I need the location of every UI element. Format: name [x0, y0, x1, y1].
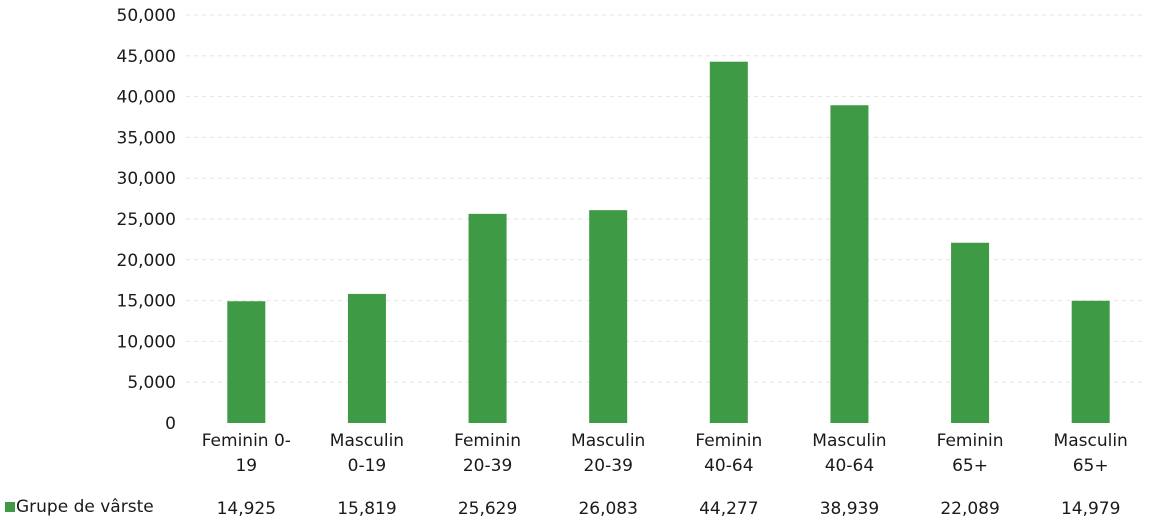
bar: [347, 293, 386, 423]
data-table-value: 22,089: [940, 499, 999, 519]
x-tick-label: 20-39: [583, 456, 632, 476]
gridlines: [186, 14, 1146, 383]
bar: [709, 61, 748, 424]
y-tick-label: 25,000: [117, 210, 176, 230]
x-tick-label: 65+: [1073, 456, 1109, 476]
y-axis-ticks: 0 5,000 10,000 15,000 20,000 25,000 30,000 35,0…: [117, 6, 176, 434]
x-tick-label: 20-39: [463, 456, 512, 476]
x-tick-label: Feminin: [454, 431, 521, 451]
bar: [951, 242, 990, 423]
bar: [830, 105, 869, 424]
legend-swatch: [5, 502, 15, 512]
x-tick-label: Masculin: [1054, 431, 1128, 451]
x-tick-label: Masculin: [571, 431, 645, 451]
legend-label: Grupe de vârste: [16, 497, 154, 517]
data-table-value: 44,277: [699, 499, 758, 519]
data-table-value: 14,979: [1061, 499, 1120, 519]
data-table-value: 14,925: [217, 499, 276, 519]
x-tick-label: 0-19: [348, 456, 387, 476]
x-tick-label: Masculin: [812, 431, 886, 451]
y-tick-label: 40,000: [117, 88, 176, 108]
y-tick-label: 45,000: [117, 47, 176, 67]
x-axis-ticks: Feminin 0- 19 Masculin 0-19 Feminin 20-39 Masc…: [202, 431, 1128, 476]
x-tick-label: 40-64: [704, 456, 753, 476]
bars: [227, 61, 1110, 424]
y-tick-label: 0: [165, 414, 176, 434]
data-table-value: 25,629: [458, 499, 517, 519]
y-tick-label: 30,000: [117, 169, 176, 189]
x-tick-label: 19: [235, 456, 257, 476]
x-tick-label: Feminin: [695, 431, 762, 451]
y-tick-label: 50,000: [117, 6, 176, 26]
x-tick-label: 40-64: [825, 456, 874, 476]
x-tick-label: Feminin 0-: [202, 431, 291, 451]
data-table-value: 15,819: [337, 499, 396, 519]
data-table-value: 38,939: [820, 499, 879, 519]
x-tick-label: 65+: [952, 456, 988, 476]
bar: [468, 213, 507, 423]
data-table-values: 14,925 15,819 25,629 26,083 44,277 38,939 22,0…: [217, 499, 1121, 519]
y-tick-label: 35,000: [117, 128, 176, 148]
legend: Grupe de vârste: [5, 497, 154, 517]
y-tick-label: 10,000: [117, 332, 176, 352]
bar: [227, 301, 266, 423]
y-tick-label: 5,000: [127, 373, 176, 393]
x-tick-label: Feminin: [937, 431, 1004, 451]
bar: [589, 210, 628, 423]
x-tick-label: Masculin: [330, 431, 404, 451]
y-tick-label: 20,000: [117, 251, 176, 271]
bar: [1071, 300, 1110, 423]
y-tick-label: 15,000: [117, 292, 176, 312]
data-table-value: 26,083: [578, 499, 637, 519]
